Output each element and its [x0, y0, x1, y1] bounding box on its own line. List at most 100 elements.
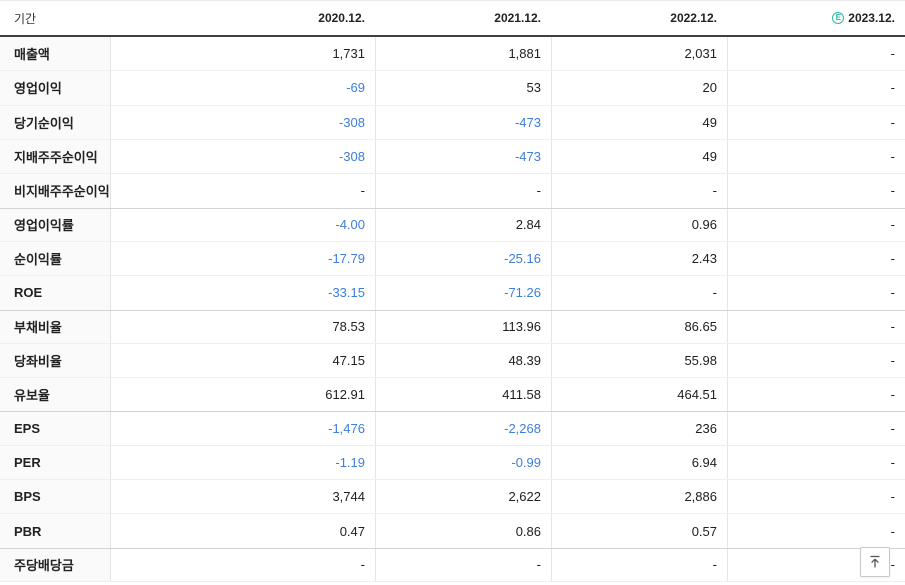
cell-2020: -1.19: [110, 445, 375, 480]
row-label: 영업이익: [0, 71, 110, 105]
cell-2022: 49: [551, 139, 727, 174]
row-label: 당기순이익: [0, 105, 110, 139]
cell-2021: 48.39: [375, 343, 551, 378]
table-header-row: 기간 2020.12. 2021.12. 2022.12. E 2023.12.: [0, 1, 905, 37]
cell-2021: 0.86: [375, 514, 551, 548]
cell-2022: 6.94: [551, 445, 727, 480]
table-row: 영업이익률 -4.00 2.84 0.96 -: [0, 207, 905, 242]
row-label: EPS: [0, 412, 110, 445]
cell-2021: -2,268: [375, 412, 551, 445]
column-header-label: 2021.12.: [494, 11, 541, 25]
table-row: 부채비율 78.53 113.96 86.65 -: [0, 309, 905, 344]
row-label: 영업이익률: [0, 208, 110, 241]
scroll-to-top-button[interactable]: [860, 547, 890, 577]
cell-2020: -1,476: [110, 412, 375, 445]
row-label: 매출액: [0, 37, 110, 71]
row-label: BPS: [0, 480, 110, 514]
cell-2023: -: [727, 514, 905, 548]
cell-2023: -: [727, 105, 905, 139]
cell-2022: 236: [551, 412, 727, 445]
estimate-icon: E: [832, 12, 845, 24]
table-row: 당좌비율 47.15 48.39 55.98 -: [0, 343, 905, 379]
cell-2022: -: [551, 174, 727, 208]
cell-2020: 1,731: [110, 37, 375, 71]
cell-2022: 2.43: [551, 241, 727, 276]
column-header-2020: 2020.12.: [110, 1, 375, 35]
cell-2021: -0.99: [375, 445, 551, 480]
cell-2022: 2,031: [551, 37, 727, 71]
row-label: 당좌비율: [0, 343, 110, 378]
cell-2020: -308: [110, 105, 375, 139]
cell-2022: 20: [551, 71, 727, 105]
table-row: PBR 0.47 0.86 0.57 -: [0, 514, 905, 549]
cell-2021: 411.58: [375, 378, 551, 412]
table-row: 유보율 612.91 411.58 464.51 -: [0, 378, 905, 413]
cell-2023: -: [727, 343, 905, 378]
cell-2021: 2.84: [375, 208, 551, 241]
table-row: 지배주주순이익 -308 -473 49 -: [0, 139, 905, 175]
scroll-to-top-icon: [868, 555, 882, 569]
cell-2023: -: [727, 445, 905, 480]
column-header-2023-estimate: E 2023.12.: [727, 1, 905, 35]
cell-2020: -69: [110, 71, 375, 105]
row-label: 주당배당금: [0, 548, 110, 581]
table-row: 주당배당금 - - - -: [0, 547, 905, 582]
cell-2022: 2,886: [551, 480, 727, 514]
cell-2020: 3,744: [110, 480, 375, 514]
cell-2021: -25.16: [375, 241, 551, 276]
cell-2020: 0.47: [110, 514, 375, 548]
row-label: 유보율: [0, 378, 110, 412]
cell-2022: 0.96: [551, 208, 727, 241]
table-row: 당기순이익 -308 -473 49 -: [0, 105, 905, 140]
cell-2023: -: [727, 241, 905, 276]
cell-2020: -: [110, 174, 375, 208]
cell-2023: -: [727, 139, 905, 174]
cell-2023: -: [727, 310, 905, 343]
table-row: ROE -33.15 -71.26 - -: [0, 276, 905, 311]
column-header-2021: 2021.12.: [375, 1, 551, 35]
cell-2022: 55.98: [551, 343, 727, 378]
cell-2020: 612.91: [110, 378, 375, 412]
cell-2021: -: [375, 174, 551, 208]
cell-2023: -: [727, 37, 905, 71]
cell-2020: -4.00: [110, 208, 375, 241]
period-header-cell: 기간: [0, 1, 110, 35]
cell-2023: -: [727, 174, 905, 208]
cell-2023: -: [727, 71, 905, 105]
cell-2023: -: [727, 276, 905, 310]
table-row: 매출액 1,731 1,881 2,031 -: [0, 37, 905, 72]
cell-2022: 49: [551, 105, 727, 139]
cell-2020: -: [110, 548, 375, 581]
table-row: BPS 3,744 2,622 2,886 -: [0, 480, 905, 515]
cell-2023: -: [727, 480, 905, 514]
period-header-label: 기간: [14, 11, 37, 26]
table-row: 순이익률 -17.79 -25.16 2.43 -: [0, 241, 905, 277]
cell-2022: -: [551, 276, 727, 310]
cell-2023: -: [727, 208, 905, 241]
column-header-label: 2022.12.: [670, 11, 717, 25]
row-label: 지배주주순이익: [0, 139, 110, 174]
cell-2021: -: [375, 548, 551, 581]
column-header-label: 2023.12.: [848, 11, 895, 25]
table-row: EPS -1,476 -2,268 236 -: [0, 411, 905, 446]
cell-2022: 86.65: [551, 310, 727, 343]
row-label: PER: [0, 445, 110, 480]
row-label: PBR: [0, 514, 110, 548]
cell-2020: 78.53: [110, 310, 375, 343]
row-label: 순이익률: [0, 241, 110, 276]
cell-2023: -: [727, 548, 905, 581]
table-body: 매출액 1,731 1,881 2,031 - 영업이익 -69 53 20 -…: [0, 37, 905, 582]
cell-2020: -33.15: [110, 276, 375, 310]
cell-2022: 464.51: [551, 378, 727, 412]
row-label: 비지배주주순이익: [0, 174, 110, 208]
cell-2021: -473: [375, 139, 551, 174]
row-label: 부채비율: [0, 310, 110, 343]
table-row: PER -1.19 -0.99 6.94 -: [0, 445, 905, 481]
cell-2021: 2,622: [375, 480, 551, 514]
cell-2021: -473: [375, 105, 551, 139]
cell-2021: 1,881: [375, 37, 551, 71]
cell-2023: -: [727, 378, 905, 412]
column-header-2022: 2022.12.: [551, 1, 727, 35]
row-label: ROE: [0, 276, 110, 310]
